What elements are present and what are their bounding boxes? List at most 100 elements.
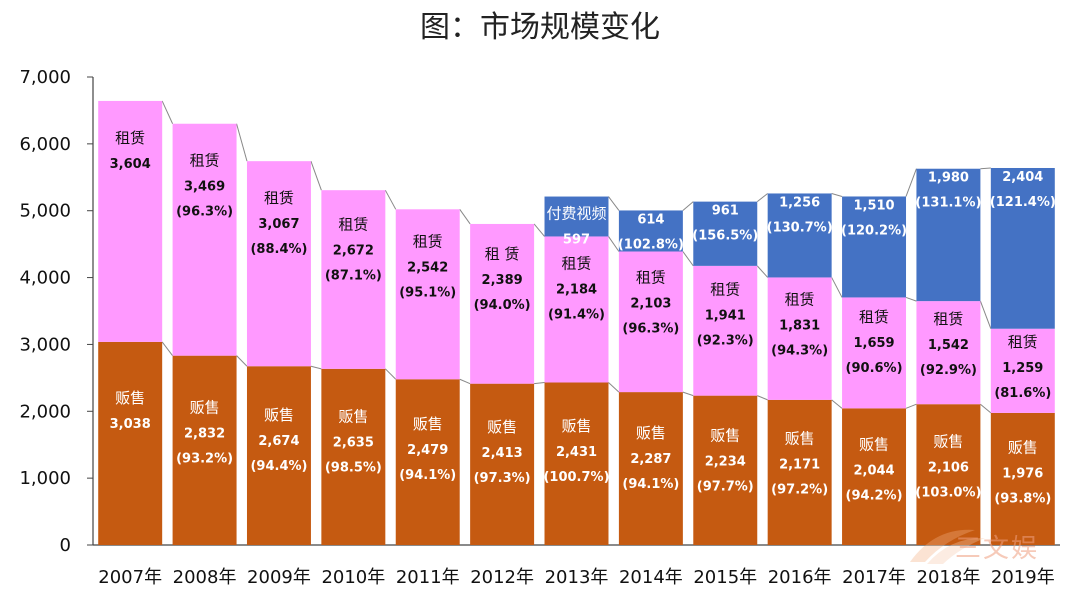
bar-segment	[767, 193, 832, 278]
data-label: 1,941	[705, 308, 746, 323]
y-tick-label: 4,000	[19, 268, 71, 289]
pct-label: (102.8%)	[618, 237, 684, 252]
segment-name-label: 付费视频	[546, 205, 606, 223]
segment-name-label: 贩售	[413, 415, 443, 433]
x-tick-label: 2013年	[545, 567, 609, 588]
x-tick-label: 2007年	[98, 567, 162, 588]
segment-name-label: 付费视频	[770, 167, 830, 185]
x-tick-label: 2015年	[693, 567, 757, 588]
pct-label: (121.4%)	[990, 195, 1056, 210]
bar-segment	[618, 210, 683, 252]
x-tick-label: 2009年	[247, 567, 311, 588]
series-connector-line	[905, 168, 917, 197]
data-label: 2,287	[630, 452, 671, 467]
segment-name-label: 贩售	[1008, 439, 1038, 457]
segment-name-label: 贩售	[785, 429, 815, 447]
series-connector-line	[384, 189, 397, 210]
data-label: 2,431	[556, 445, 597, 460]
pct-label: (94.3%)	[771, 343, 828, 358]
segment-name-label: 付费视频	[993, 142, 1053, 160]
pct-label: (98.5%)	[325, 461, 382, 476]
bar-segment	[916, 301, 981, 405]
data-label: 1,980	[928, 171, 969, 186]
series-connector-line	[459, 209, 471, 225]
segment-name-label: 贩售	[264, 406, 294, 424]
series-connector-line	[756, 265, 769, 278]
bar-segment	[990, 328, 1055, 413]
pct-label: (97.2%)	[771, 482, 828, 497]
x-tick-label: 2017年	[842, 567, 906, 588]
series-connector-line	[533, 223, 545, 237]
segment-name-label: 租赁	[859, 308, 889, 326]
segment-name-label: 租赁	[561, 255, 591, 273]
series-connector-line	[682, 201, 694, 211]
segment-name-label: 租赁	[190, 152, 220, 170]
bar-segment	[544, 382, 609, 545]
bar-segment	[990, 412, 1055, 545]
data-label: 2,635	[333, 436, 374, 451]
data-label: 1,976	[1002, 467, 1043, 482]
series-connector-line	[979, 300, 992, 329]
pct-label: (120.2%)	[841, 223, 907, 238]
pct-label: (100.7%)	[543, 470, 609, 485]
y-tick-label: 6,000	[19, 134, 71, 155]
y-tick-label: 1,000	[19, 468, 71, 489]
data-label: 2,832	[184, 426, 225, 441]
data-label: 2,674	[258, 434, 299, 449]
x-tick-label: 2010年	[321, 567, 385, 588]
data-label: 2,106	[928, 460, 969, 475]
bar-segment	[321, 190, 386, 369]
pct-label: (93.2%)	[176, 451, 233, 466]
series-connector-line	[682, 391, 694, 397]
bar-segment	[395, 379, 460, 545]
series-connector-line	[236, 123, 248, 162]
series-connector-line	[310, 365, 322, 370]
pct-label: (130.7%)	[767, 220, 833, 235]
data-label: 3,604	[110, 157, 151, 172]
pct-label: (92.3%)	[697, 333, 754, 348]
pct-label: (96.3%)	[176, 205, 233, 220]
chart-title: 图：市场规模变化	[420, 10, 660, 45]
segment-name-label: 租赁	[710, 280, 740, 298]
series-connector-line	[831, 277, 843, 298]
bar-segment	[767, 399, 832, 545]
series-connector-line	[310, 161, 322, 191]
bar-segment	[693, 395, 758, 545]
data-label: 1,510	[853, 198, 894, 213]
y-tick-label: 7,000	[19, 67, 71, 88]
series-connector-line	[980, 403, 992, 414]
data-label: 2,404	[1002, 170, 1043, 185]
data-label: 2,234	[705, 454, 746, 469]
data-label: 2,184	[556, 283, 597, 298]
pct-label: (97.3%)	[474, 471, 531, 486]
y-tick-label: 5,000	[19, 201, 71, 222]
data-label: 2,672	[333, 243, 374, 258]
segment-name-label: 贩售	[487, 418, 517, 436]
series-connector-line	[905, 296, 917, 302]
series-connector-line	[534, 381, 545, 385]
data-label: 2,479	[407, 443, 448, 458]
x-tick-label: 2016年	[768, 567, 832, 588]
pct-label: (93.8%)	[994, 492, 1051, 507]
segment-name-label: 租赁	[933, 310, 963, 328]
bar-segment	[246, 161, 311, 367]
series-connector-line	[905, 403, 917, 409]
pct-label: (131.1%)	[915, 196, 981, 211]
data-label: 1,659	[853, 336, 894, 351]
pct-label: (97.7%)	[697, 479, 754, 494]
series-connector-line	[236, 355, 248, 367]
series-connector-line	[459, 378, 471, 385]
bar-layer	[98, 100, 1055, 545]
series-connector-line	[757, 395, 768, 401]
data-label: 2,389	[482, 273, 523, 288]
data-label: 1,256	[779, 195, 820, 210]
bar-segment	[693, 201, 758, 266]
connector-layer	[161, 100, 992, 414]
data-label: 2,413	[482, 446, 523, 461]
series-connector-line	[831, 192, 843, 197]
bar-segment	[990, 167, 1055, 329]
pct-label: (91.4%)	[548, 308, 605, 323]
series-connector-line	[682, 251, 694, 267]
series-connector-line	[161, 100, 174, 124]
